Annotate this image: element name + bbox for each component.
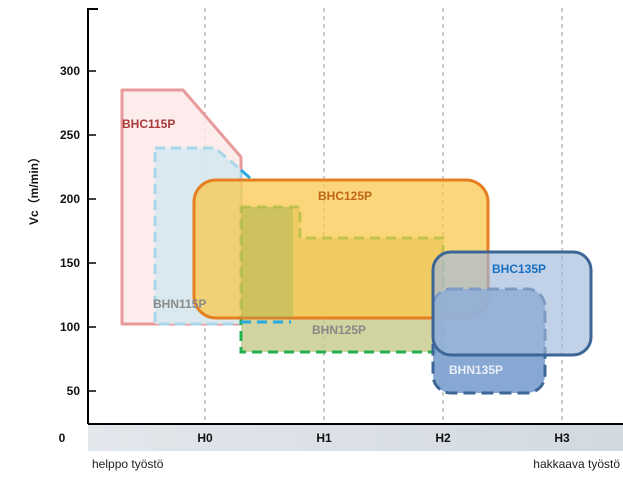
y-ticks bbox=[88, 70, 96, 392]
label-bhc125p: BHC125P bbox=[318, 189, 372, 203]
y-tick-label-100: 100 bbox=[60, 320, 80, 334]
x-label-h3: H3 bbox=[554, 431, 570, 445]
x-axis-band bbox=[88, 424, 623, 451]
y-tick-label-150: 150 bbox=[60, 256, 80, 270]
y-tick-label-250: 250 bbox=[60, 128, 80, 142]
origin-label: 0 bbox=[59, 431, 66, 445]
x-label-h0: H0 bbox=[197, 431, 213, 445]
note-easy-machining: helppo työstö bbox=[92, 457, 164, 471]
x-label-h1: H1 bbox=[316, 431, 332, 445]
zone-bhc135p bbox=[431, 250, 593, 357]
zones bbox=[120, 88, 593, 395]
label-bhc135p: BHC135P bbox=[492, 262, 546, 276]
label-bhc115p: BHC115P bbox=[122, 117, 175, 131]
y-tick-label-50: 50 bbox=[67, 384, 81, 398]
y-tick-label-300: 300 bbox=[60, 64, 80, 78]
label-bhn115p: BHN115P bbox=[153, 297, 206, 311]
label-bhn135p: BHN135P bbox=[449, 363, 503, 377]
zone-bhc125p bbox=[192, 178, 490, 320]
note-interrupted-machining: hakkaava työstö bbox=[533, 457, 620, 471]
y-axis-title: Vc（m/min） bbox=[26, 151, 41, 225]
y-tick-label-200: 200 bbox=[60, 192, 80, 206]
zone-bhn115p-edge bbox=[240, 168, 251, 180]
x-label-h2: H2 bbox=[435, 431, 451, 445]
label-bhn125p: BHN125P bbox=[312, 323, 366, 337]
zone-bhn125p-overlap bbox=[241, 207, 293, 318]
